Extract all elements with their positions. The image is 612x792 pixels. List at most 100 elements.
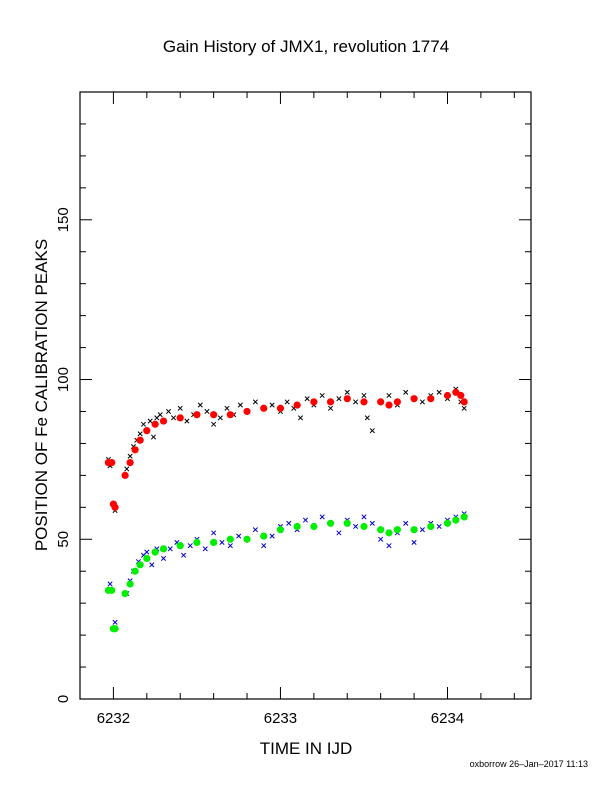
data-point-x <box>419 399 425 405</box>
data-point-x <box>227 543 233 549</box>
data-point-x <box>297 415 304 421</box>
data-point-dot <box>121 471 129 479</box>
data-point-x <box>140 421 147 427</box>
x-tick-label: 6232 <box>97 710 130 727</box>
data-point-dot <box>226 411 234 419</box>
data-point-x <box>157 412 163 418</box>
data-point-x <box>181 552 187 558</box>
data-point-dot <box>360 522 368 531</box>
data-point-dot <box>108 586 116 594</box>
data-point-dot <box>452 516 460 524</box>
series-3 <box>104 513 468 633</box>
data-point-dot <box>293 522 301 531</box>
data-point-dot <box>131 446 139 454</box>
data-point-x <box>461 405 467 411</box>
series-1 <box>104 388 468 511</box>
data-point-x <box>137 431 143 437</box>
data-point-x <box>170 415 177 421</box>
data-point-x <box>403 389 409 395</box>
data-point-x <box>328 405 334 411</box>
data-point-x <box>160 555 167 561</box>
data-point-x <box>187 543 193 549</box>
data-point-x <box>177 405 183 411</box>
data-point-x <box>302 517 309 523</box>
data-point-dot <box>260 404 268 412</box>
data-point-dot <box>111 503 119 511</box>
data-point-x <box>219 539 225 546</box>
data-point-x <box>236 533 242 539</box>
data-point-x <box>419 527 425 533</box>
data-point-dot <box>126 458 134 467</box>
data-point-x <box>361 514 367 520</box>
x-tick-label: 6234 <box>431 710 464 727</box>
data-point-dot <box>276 404 285 412</box>
data-point-x <box>336 396 342 402</box>
data-point-dot <box>427 522 435 531</box>
data-point-x <box>344 389 350 395</box>
data-point-x <box>217 415 223 421</box>
data-point-x <box>261 543 267 549</box>
data-point-dot <box>293 401 301 409</box>
data-point-x <box>252 527 258 533</box>
data-point-dot <box>377 526 385 534</box>
data-point-dot <box>326 519 335 527</box>
data-point-x <box>319 514 325 520</box>
data-point-x <box>369 428 375 434</box>
data-point-dot <box>136 436 144 444</box>
data-point-dot <box>176 542 184 550</box>
data-point-x <box>150 434 157 440</box>
data-point-x <box>378 536 384 542</box>
tick-layer: 6232 6233 6234 0 50 100 150 <box>55 91 531 727</box>
data-point-dot <box>108 458 116 467</box>
data-point-dot <box>410 395 418 403</box>
data-point-x <box>304 396 310 402</box>
data-point-dot <box>121 589 129 598</box>
data-point-x <box>202 546 208 552</box>
data-point-x <box>237 402 243 408</box>
data-point-dot <box>276 526 285 534</box>
data-point-dot <box>377 398 385 406</box>
chart-title: Gain History of JMX1, revolution 1774 <box>163 37 449 56</box>
data-point-dot <box>460 398 468 406</box>
data-point-dot <box>360 398 368 406</box>
data-point-dot <box>143 554 151 563</box>
data-point-x <box>353 399 359 405</box>
data-point-dot <box>410 526 418 534</box>
data-point-dot <box>210 411 218 419</box>
y-axis-label: POSITION OF Fe CALIBRATION PEAKS <box>32 239 51 551</box>
data-point-dot <box>427 395 435 403</box>
data-point-dot <box>243 407 251 416</box>
data-point-dot <box>310 398 318 406</box>
data-point-dot <box>210 538 218 547</box>
data-point-dot <box>457 391 465 400</box>
data-point-x <box>107 581 113 587</box>
data-point-dot <box>310 522 318 531</box>
data-point-dot <box>260 532 268 540</box>
x-tick-label: 6233 <box>264 710 297 727</box>
data-point-x <box>319 392 325 399</box>
plot-frame <box>79 91 532 700</box>
data-point-x <box>204 408 210 415</box>
data-point-dot <box>443 391 452 400</box>
data-point-dot <box>136 561 144 569</box>
data-point-x <box>112 619 118 625</box>
data-point-dot <box>393 526 401 534</box>
data-point-x <box>224 405 230 411</box>
data-point-dot <box>193 411 201 419</box>
data-point-x <box>269 402 275 408</box>
data-point-x <box>386 392 392 399</box>
data-point-dot <box>243 535 251 543</box>
data-point-dot <box>460 513 468 521</box>
data-point-x <box>165 408 172 415</box>
data-point-dot <box>393 398 401 406</box>
data-point-x <box>436 389 442 395</box>
data-point-x <box>269 533 275 539</box>
series-layer <box>104 386 468 633</box>
data-point-dot <box>131 567 139 575</box>
data-point-dot <box>193 538 201 547</box>
y-tick-label: 0 <box>55 695 72 703</box>
data-point-dot <box>126 580 134 588</box>
data-point-x <box>124 466 130 472</box>
data-point-dot <box>151 548 159 556</box>
